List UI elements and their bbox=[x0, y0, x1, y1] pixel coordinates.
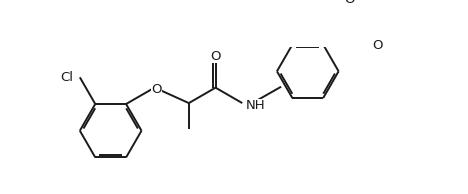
Text: O: O bbox=[151, 83, 162, 96]
Text: Cl: Cl bbox=[60, 71, 73, 84]
Text: O: O bbox=[372, 39, 383, 52]
Text: NH: NH bbox=[246, 99, 266, 112]
Text: O: O bbox=[210, 50, 221, 63]
Text: O: O bbox=[344, 0, 355, 6]
